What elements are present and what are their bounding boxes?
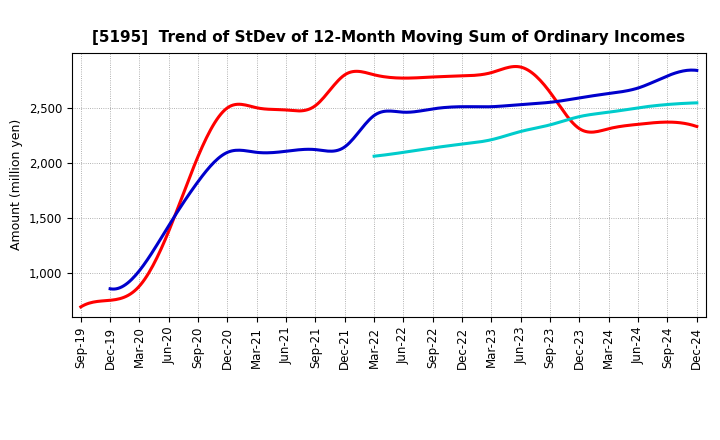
- 5 Years: [106, 286, 114, 291]
- Y-axis label: Amount (million yen): Amount (million yen): [10, 119, 23, 250]
- 7 Years: [642, 104, 650, 110]
- 7 Years: [371, 154, 379, 159]
- 5 Years: [693, 68, 701, 73]
- 5 Years: [457, 104, 466, 110]
- 7 Years: [562, 117, 570, 123]
- 3 Years: [76, 304, 85, 310]
- 7 Years: [567, 116, 576, 121]
- 3 Years: [598, 128, 606, 133]
- Line: 7 Years: 7 Years: [374, 103, 697, 156]
- 5 Years: [467, 104, 475, 110]
- 7 Years: [662, 102, 671, 107]
- 3 Years: [78, 303, 87, 308]
- 7 Years: [561, 118, 570, 123]
- 5 Years: [108, 286, 117, 292]
- 5 Years: [455, 104, 464, 110]
- 7 Years: [370, 154, 379, 159]
- 3 Years: [454, 73, 462, 79]
- Line: 3 Years: 3 Years: [81, 66, 697, 307]
- 5 Years: [602, 91, 611, 96]
- 5 Years: [639, 83, 648, 88]
- 5 Years: [687, 67, 696, 73]
- 3 Years: [511, 64, 520, 69]
- 3 Years: [637, 121, 646, 127]
- Line: 5 Years: 5 Years: [110, 70, 697, 289]
- 7 Years: [693, 100, 701, 106]
- 3 Years: [441, 74, 450, 79]
- Title: [5195]  Trend of StDev of 12-Month Moving Sum of Ordinary Incomes: [5195] Trend of StDev of 12-Month Moving…: [92, 29, 685, 45]
- 5 Years: [109, 286, 118, 292]
- 3 Years: [693, 124, 701, 129]
- 3 Years: [444, 74, 452, 79]
